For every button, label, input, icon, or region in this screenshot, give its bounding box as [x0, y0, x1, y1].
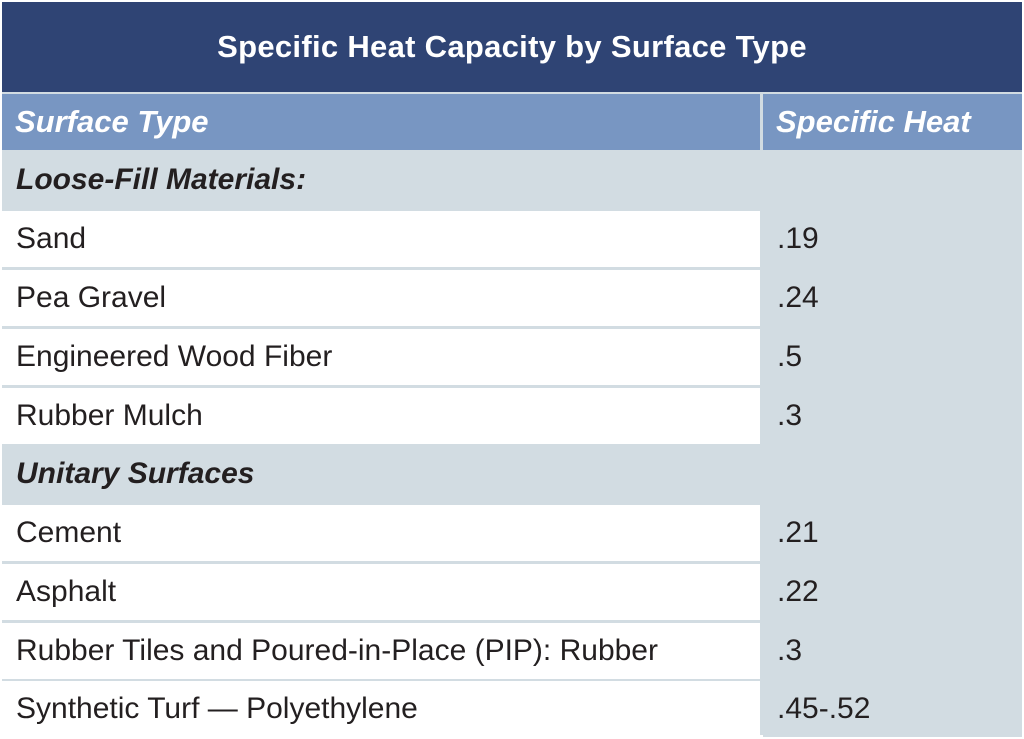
surface-cell: Rubber Tiles and Poured-in-Place (PIP): … — [2, 623, 760, 679]
specific-heat-cell: .21 — [763, 505, 1022, 561]
table-row: Engineered Wood Fiber .5 — [2, 329, 1022, 385]
specific-heat-cell: .3 — [763, 623, 1022, 679]
section-row-loose-fill: Loose-Fill Materials: — [2, 152, 1022, 208]
specific-heat-cell: .19 — [763, 211, 1022, 267]
specific-heat-cell: .5 — [763, 329, 1022, 385]
specific-heat-cell: .24 — [763, 270, 1022, 326]
specific-heat-cell: .22 — [763, 564, 1022, 620]
surface-cell: Pea Gravel — [2, 270, 760, 326]
table-row: Pea Gravel .24 — [2, 270, 1022, 326]
specific-heat-cell: .3 — [763, 388, 1022, 444]
table-title: Specific Heat Capacity by Surface Type — [2, 2, 1022, 92]
table-header-row: Surface Type Specific Heat — [2, 94, 1022, 150]
table-row: Sand .19 — [2, 211, 1022, 267]
table-row: Cement .21 — [2, 505, 1022, 561]
section-label: Unitary Surfaces — [2, 446, 1022, 502]
surface-cell: Sand — [2, 211, 760, 267]
table-row: Synthetic Turf — Polyethylene .45-.52 — [2, 681, 1022, 737]
surface-cell: Engineered Wood Fiber — [2, 329, 760, 385]
table-row: Rubber Mulch .3 — [2, 388, 1022, 444]
section-row-unitary: Unitary Surfaces — [2, 446, 1022, 502]
column-header-surface-type: Surface Type — [2, 94, 760, 150]
surface-cell: Asphalt — [2, 564, 760, 620]
column-header-specific-heat: Specific Heat — [763, 94, 1022, 150]
surface-cell: Synthetic Turf — Polyethylene — [2, 681, 760, 737]
surface-cell: Rubber Mulch — [2, 388, 760, 444]
table-row: Asphalt .22 — [2, 564, 1022, 620]
table-row: Rubber Tiles and Poured-in-Place (PIP): … — [2, 623, 1022, 679]
section-label: Loose-Fill Materials: — [2, 152, 1022, 208]
specific-heat-cell: .45-.52 — [763, 681, 1022, 737]
surface-cell: Cement — [2, 505, 760, 561]
